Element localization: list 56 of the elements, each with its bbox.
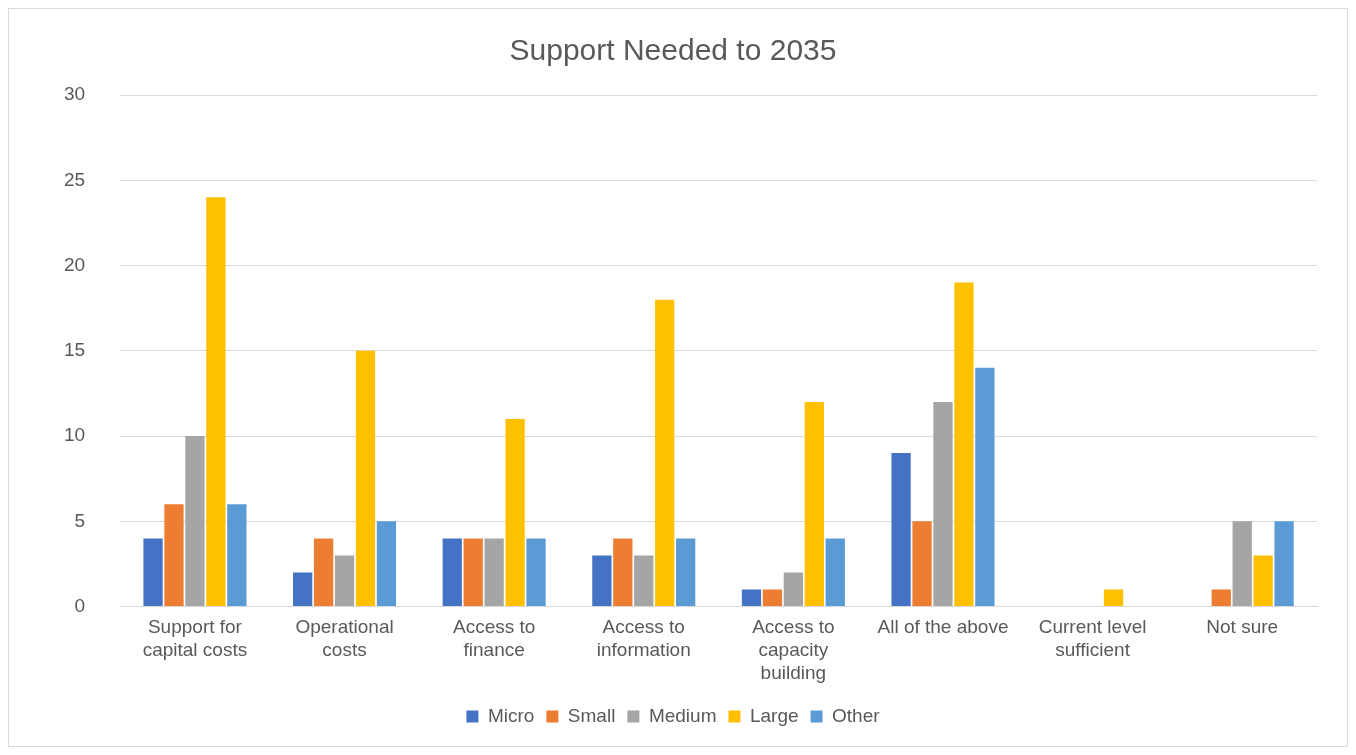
bar — [313, 538, 334, 607]
bar — [484, 538, 504, 607]
x-tick-label: Not sure — [1206, 616, 1279, 638]
x-tick-label: Support for capital costs — [142, 616, 248, 661]
bar — [334, 555, 355, 607]
bar — [1274, 521, 1294, 607]
bar — [1253, 555, 1273, 607]
bar — [891, 453, 911, 607]
bar — [634, 555, 654, 607]
bar — [762, 589, 783, 607]
y-tick-label: 5 — [74, 509, 86, 531]
bar — [1232, 521, 1252, 607]
y-tick-label: 20 — [63, 253, 86, 275]
bar — [933, 401, 953, 607]
bar — [954, 282, 974, 607]
bar — [442, 538, 462, 607]
bar — [505, 419, 525, 607]
bar — [227, 504, 247, 607]
bar — [804, 401, 824, 607]
bar — [143, 538, 163, 607]
x-tick-label: All of the above — [877, 616, 1009, 638]
y-tick-label: 15 — [63, 339, 86, 361]
bar — [463, 538, 483, 607]
bar — [376, 521, 397, 607]
y-tick-label: 25 — [63, 168, 86, 190]
bar — [355, 350, 376, 607]
bar — [613, 538, 633, 607]
bar — [783, 572, 804, 607]
legend-label: Other — [832, 704, 881, 726]
bar — [1211, 589, 1231, 607]
x-tick-label: Current level sufficient — [1038, 616, 1147, 661]
bar — [526, 538, 546, 607]
bar — [185, 436, 205, 607]
bar — [655, 299, 675, 607]
legend-label: Medium — [648, 704, 717, 726]
bar — [676, 538, 696, 607]
bar — [912, 521, 932, 607]
chart-title: Support Needed to 2035 — [509, 33, 837, 67]
x-tick-label: Access to capacity building — [752, 616, 835, 683]
x-tick-label: Access to information — [596, 616, 691, 661]
legend-label: Small — [567, 704, 616, 726]
y-tick-label: 0 — [74, 594, 86, 616]
x-tick-label: Operational costs — [295, 616, 394, 661]
bar — [164, 504, 184, 607]
y-tick-label: 30 — [63, 83, 86, 105]
bar — [741, 589, 762, 607]
y-tick-label: 10 — [63, 424, 86, 446]
bar — [293, 572, 313, 607]
bar — [592, 555, 612, 607]
bar — [825, 538, 845, 607]
bar — [1103, 589, 1124, 607]
legend-label: Micro — [487, 704, 535, 726]
x-tick-label: Access to finance — [452, 616, 536, 661]
legend-label: Large — [749, 704, 799, 726]
bar — [206, 197, 226, 607]
bar — [975, 367, 995, 607]
